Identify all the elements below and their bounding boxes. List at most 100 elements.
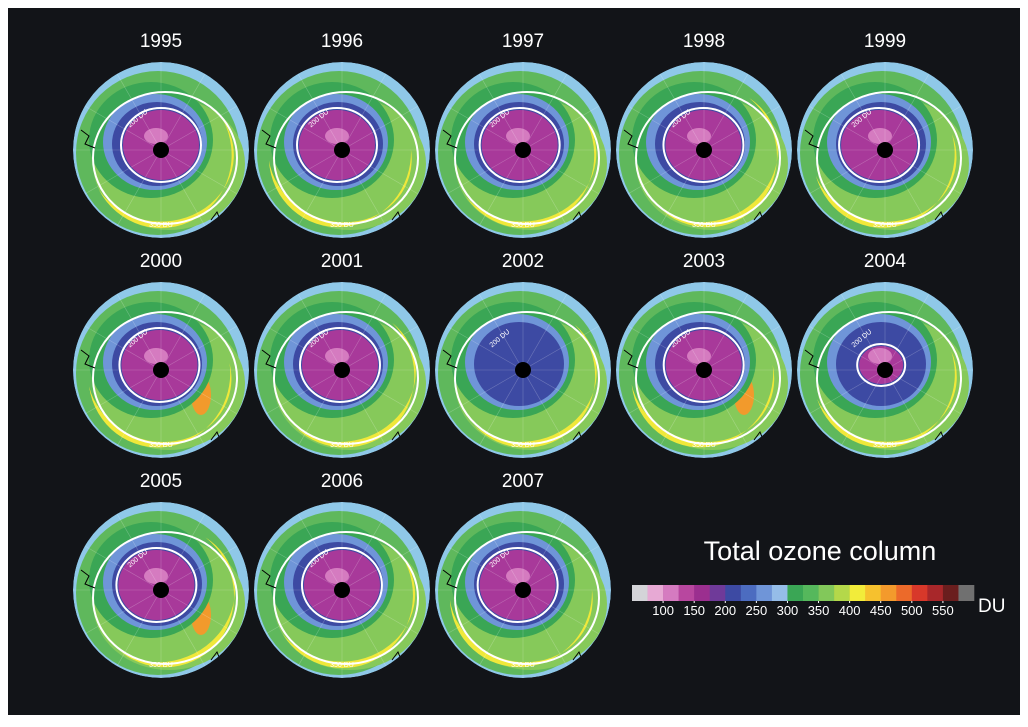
contour-label: 350 DU — [511, 442, 535, 449]
meridian — [522, 589, 568, 667]
meridian — [265, 105, 343, 151]
meridian — [884, 325, 962, 371]
meridian — [84, 325, 162, 371]
colorbar-swatch — [663, 585, 679, 601]
pole — [334, 582, 350, 598]
meridian — [265, 149, 343, 195]
map-hole-contour — [296, 107, 379, 183]
year-label: 2004 — [864, 251, 907, 272]
meridian — [84, 105, 162, 151]
meridian — [522, 545, 600, 591]
meridian — [160, 513, 206, 591]
year-label: 2007 — [502, 471, 544, 492]
meridian — [808, 149, 886, 195]
meridian — [341, 369, 419, 415]
meridian — [522, 149, 600, 195]
colorbar-unit: DU — [978, 596, 1005, 617]
meridian — [84, 589, 162, 635]
colorbar-swatch — [834, 585, 850, 601]
colorbar-swatch — [865, 585, 882, 601]
meridian — [160, 589, 238, 635]
meridian — [884, 369, 930, 447]
meridian — [160, 369, 238, 415]
meridian — [703, 293, 749, 371]
meridian — [84, 545, 162, 591]
map-hole-core — [325, 568, 349, 584]
meridian — [446, 105, 524, 151]
meridian — [160, 105, 238, 151]
meridian — [627, 369, 705, 415]
map-350-contour — [454, 531, 600, 665]
pole — [696, 362, 712, 378]
map-hole-core — [144, 568, 168, 584]
year-label: 2001 — [321, 251, 363, 272]
meridian — [341, 293, 387, 371]
meridian — [522, 105, 600, 151]
meridian — [703, 149, 781, 195]
colorbar-swatch — [880, 585, 897, 601]
meridian — [84, 149, 162, 195]
map-hole-core — [868, 128, 892, 144]
meridian — [160, 73, 206, 151]
map-350-contour — [92, 91, 238, 225]
year-label: 1997 — [502, 31, 544, 52]
meridian — [659, 293, 705, 371]
meridian — [297, 149, 343, 227]
year-label: 1998 — [683, 31, 725, 52]
map-350-contour — [273, 531, 419, 665]
meridian — [116, 589, 162, 667]
colorbar-swatch — [942, 585, 959, 601]
meridian — [478, 73, 524, 151]
pole — [334, 142, 350, 158]
map-hole-contour — [856, 343, 907, 387]
contour-label: 350 DU — [692, 222, 716, 229]
colorbar-tick-label: 450 — [870, 603, 892, 618]
map-hole-core — [144, 348, 168, 364]
meridian — [478, 513, 524, 591]
contour-label: 350 DU — [692, 442, 716, 449]
contour-label: 350 DU — [149, 662, 173, 669]
meridian — [703, 73, 749, 151]
meridian — [703, 369, 781, 415]
pole — [877, 142, 893, 158]
colorbar-swatch — [927, 585, 944, 601]
meridian — [160, 589, 206, 667]
map-hole-core — [506, 128, 530, 144]
colorbar-swatch — [694, 585, 711, 601]
colorbar-tick-label: 400 — [839, 603, 861, 618]
meridian — [160, 149, 206, 227]
meridian — [160, 293, 206, 371]
colorbar-swatch — [756, 585, 773, 601]
map-hole-core — [506, 568, 530, 584]
colorbar-tick-label: 550 — [932, 603, 954, 618]
meridian — [884, 73, 930, 151]
pole — [334, 362, 350, 378]
colorbar-swatch — [725, 585, 742, 601]
map-hole-contour — [476, 547, 559, 623]
meridian — [297, 73, 343, 151]
meridian — [703, 369, 749, 447]
contour-label: 350 DU — [330, 662, 354, 669]
contour-label: 350 DU — [149, 442, 173, 449]
colorbar-tick-label: 300 — [777, 603, 799, 618]
meridian — [478, 369, 524, 447]
map-hole-contour — [115, 547, 198, 623]
meridian — [703, 149, 749, 227]
meridian — [341, 149, 387, 227]
meridian — [116, 73, 162, 151]
meridian — [446, 545, 524, 591]
colorbar-swatch — [632, 585, 648, 601]
map-hole-contour — [838, 107, 921, 183]
map-hole-contour — [118, 327, 201, 403]
map-hole-contour — [478, 107, 561, 183]
colorbar-swatch — [787, 585, 804, 601]
